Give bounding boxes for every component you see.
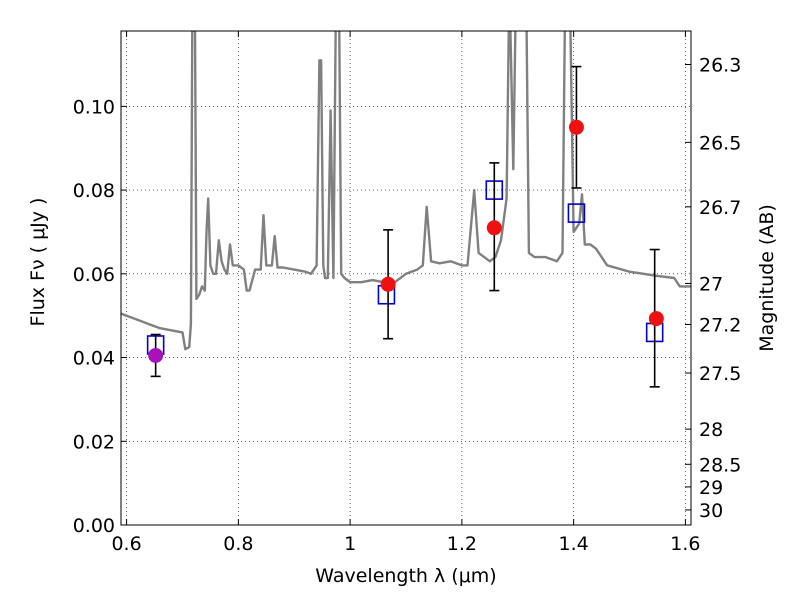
right-tick-label: 27	[699, 273, 723, 295]
y-tick-label: 0.00	[73, 515, 115, 537]
y-axis-label: Flux Fν ( μJy )	[27, 198, 49, 327]
y-tick-label: 0.08	[73, 180, 115, 202]
y-tick-label: 0.06	[73, 264, 115, 286]
right-tick-label: 26.5	[699, 132, 741, 154]
x-axis-label: Wavelength λ (μm)	[315, 565, 496, 587]
axis-ticks	[121, 31, 691, 526]
right-tick-label: 28	[699, 419, 723, 441]
x-tick-label: 0.6	[111, 533, 141, 555]
x-tick-label: 1.4	[559, 533, 589, 555]
y-tick-label: 0.10	[73, 96, 115, 118]
right-tick-label: 30	[699, 500, 723, 522]
right-tick-label: 27.2	[699, 314, 741, 336]
x-tick-label: 1.2	[447, 533, 477, 555]
x-tick-label: 1	[344, 533, 356, 555]
y-axis-right-label: Magnitude (AB)	[756, 204, 778, 352]
observed-point	[648, 311, 664, 327]
right-tick-label: 26.3	[699, 54, 741, 76]
right-tick-label: 26.7	[699, 197, 741, 219]
observed-point	[486, 220, 502, 236]
right-tick-label: 27.5	[699, 363, 741, 385]
plot-border	[120, 30, 692, 526]
observed-point	[568, 119, 584, 135]
data-layer	[121, 31, 691, 388]
observed-point	[148, 347, 164, 363]
y-tick-label: 0.04	[73, 348, 115, 370]
right-tick-label: 29	[699, 477, 723, 499]
spectrum-line	[121, 31, 691, 351]
x-tick-label: 0.8	[223, 533, 253, 555]
model-square-marker	[567, 203, 586, 223]
right-tick-label: 28.5	[699, 454, 741, 476]
axis-tick-labels: 0.6 0.8 1 1.2 1.4 1.6 0.00 0.02 0.04 0.06 0.08 0.10…	[73, 54, 742, 555]
x-tick-label: 1.6	[670, 533, 700, 555]
observed-point	[380, 276, 396, 292]
plot-area	[121, 31, 691, 525]
y-tick-label: 0.02	[73, 431, 115, 453]
